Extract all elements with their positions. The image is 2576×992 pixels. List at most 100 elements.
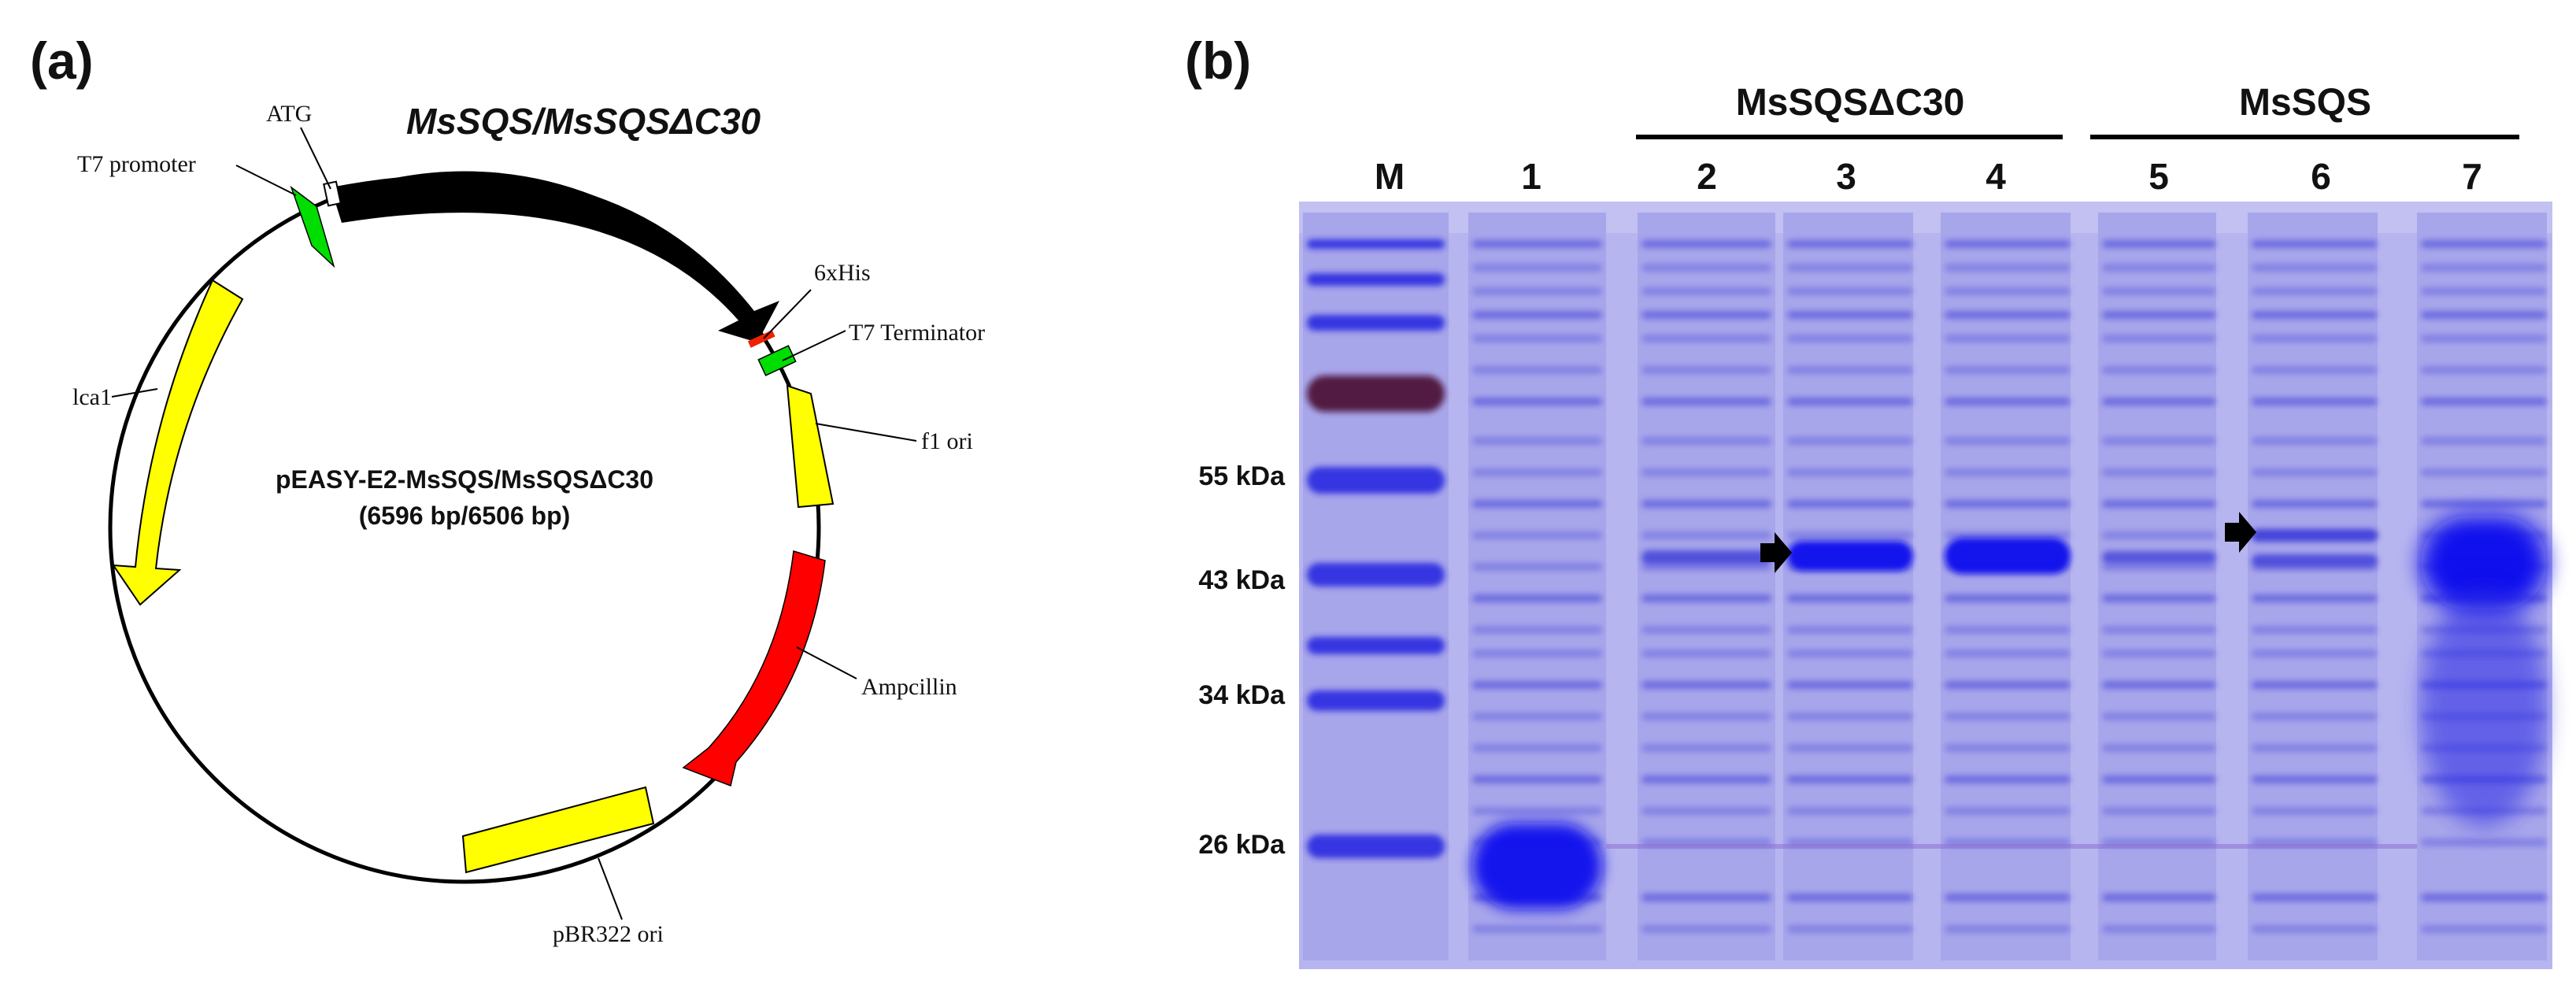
t7-promoter-leader (235, 165, 297, 196)
lane-band (1787, 775, 1913, 783)
lane-band (1472, 287, 1602, 295)
lane-band (2102, 807, 2216, 815)
mw-label-34: 34 kDa (1198, 680, 1286, 710)
lane-band (2102, 437, 2216, 445)
lane-band (2421, 894, 2547, 901)
lane-band (1472, 713, 1602, 720)
lane-band (2252, 744, 2378, 752)
lane-band (1945, 807, 2071, 815)
marker-band (1307, 239, 1445, 249)
lane-band (1641, 807, 1771, 815)
lane-label-7: 7 (2462, 156, 2482, 197)
lane-band (1641, 366, 1771, 374)
lane-band (1787, 713, 1913, 720)
plasmid-name: pEASY-E2-MsSQS/MsSQSΔC30 (276, 465, 653, 494)
atg-label: ATG (266, 101, 312, 127)
lane-band (1472, 563, 1602, 571)
lane-band (2102, 240, 2216, 248)
lane-band (2102, 531, 2216, 539)
lane-band (2102, 650, 2216, 657)
mw-label-26: 26 kDa (1198, 830, 1286, 860)
lane-band (2252, 335, 2378, 342)
lane-band (1787, 650, 1913, 657)
lane-band (1945, 744, 2071, 752)
lane-label-2: 2 (1697, 156, 1717, 197)
lane-band (2252, 398, 2378, 405)
lane6-target-band-2 (2252, 554, 2378, 567)
lane-label-3: 3 (1836, 156, 1856, 197)
lane-band (2102, 925, 2216, 933)
lane7-target-band (2421, 516, 2547, 610)
panel-a-letter: (a) (30, 31, 94, 90)
lane-band (1472, 681, 1602, 689)
lca1-label: lca1 (72, 384, 112, 410)
lane-band (1472, 335, 1602, 342)
lane-band (2102, 311, 2216, 319)
lane-band (2421, 838, 2547, 846)
lane-band (1945, 437, 2071, 445)
lane-band (2102, 366, 2216, 374)
lane-band (2252, 925, 2378, 933)
lane-band (1472, 775, 1602, 783)
lane-band (1787, 500, 1913, 508)
lane-band (1641, 437, 1771, 445)
lane-band (1787, 531, 1913, 539)
lane-band (2421, 500, 2547, 508)
lane-band (1945, 311, 2071, 319)
gene-title: MsSQS/MsSQSΔC30 (406, 101, 761, 142)
mw-labels: 55 kDa 43 kDa 34 kDa 26 kDa (1198, 461, 1286, 860)
lane-band (1945, 335, 2071, 342)
t7-promoter-label: T7 promoter (77, 151, 196, 177)
lane3-target-band (1787, 541, 1913, 571)
lane-band (1787, 398, 1913, 405)
lane-band (1787, 681, 1913, 689)
lane5-target-band (2102, 551, 2216, 564)
lane-band (1472, 398, 1602, 405)
lane-band (2421, 925, 2547, 933)
lane-band (1641, 264, 1771, 272)
lane-band (2102, 744, 2216, 752)
pbr322-ori-box (461, 786, 655, 874)
f1-ori-leader (815, 423, 917, 442)
t7-promoter-mark (290, 185, 335, 268)
marker-band (1307, 467, 1445, 494)
marker-band (1307, 690, 1445, 711)
lane-band (1641, 335, 1771, 342)
lane-band (1945, 713, 2071, 720)
lane-band (2252, 468, 2378, 476)
lane-band (1945, 594, 2071, 602)
lane4-target-band (1945, 538, 2071, 574)
t7-terminator-mark (757, 345, 797, 376)
lane-band (2421, 437, 2547, 445)
lane-band (2102, 500, 2216, 508)
lane-labels: M 1 2 3 4 5 6 7 (1375, 156, 2482, 197)
lane-band (1787, 264, 1913, 272)
t7-terminator-label: T7 Terminator (849, 320, 985, 346)
lane-band (1787, 240, 1913, 248)
lane-band (1787, 807, 1913, 815)
lane-band (1787, 335, 1913, 342)
mw-label-43: 43 kDa (1198, 565, 1286, 595)
lane-band (1945, 531, 2071, 539)
lane-band (1945, 626, 2071, 634)
lane-band (2252, 264, 2378, 272)
lane-band (1641, 240, 1771, 248)
lane-band (2252, 626, 2378, 634)
panel-b-letter: (b) (1185, 31, 1251, 90)
lane-band (1472, 468, 1602, 476)
lane-band (1641, 925, 1771, 933)
lane-band (2252, 437, 2378, 445)
lane-band (1641, 626, 1771, 634)
lane-band (1472, 366, 1602, 374)
lane-band (1945, 894, 2071, 901)
lane-band (2102, 287, 2216, 295)
f1-ori-box (786, 384, 835, 509)
lane-band (1787, 437, 1913, 445)
lane-band (1945, 398, 2071, 405)
lane-band (1641, 894, 1771, 901)
lane-band (1472, 500, 1602, 508)
marker-band (1307, 273, 1445, 286)
group-mssqs-label: MsSQS (2239, 82, 2371, 124)
lane-band (1472, 264, 1602, 272)
